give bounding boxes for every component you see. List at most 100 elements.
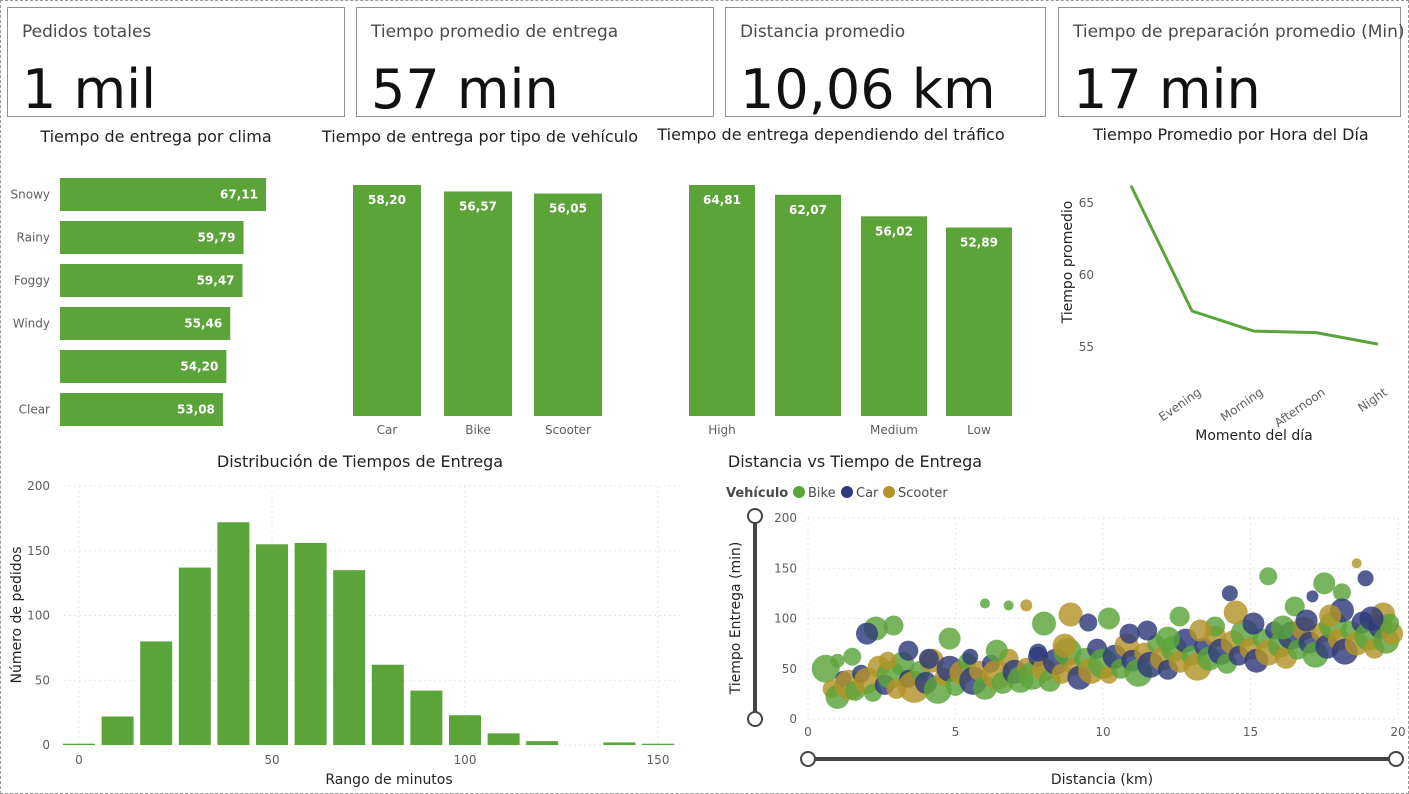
- weather-bar-label: 67,11: [220, 188, 258, 202]
- scatter-point: [1029, 643, 1048, 662]
- hist-bar: [487, 733, 520, 745]
- vehicle-bar: [444, 191, 512, 416]
- hist-y-tick-label: 150: [27, 544, 50, 558]
- traffic-bar: [861, 216, 927, 416]
- hour-x-tick-label: Night: [1355, 385, 1390, 415]
- scatter-point: [1058, 602, 1083, 627]
- vehicle-category-label: Car: [377, 423, 398, 437]
- weather-bar-label: 55,46: [184, 317, 222, 331]
- scatter-legend-marker: [841, 486, 853, 498]
- scatter-point: [1313, 572, 1336, 595]
- traffic-bar-label: 56,02: [875, 224, 913, 238]
- scatter-point: [898, 640, 919, 661]
- hist-bar: [140, 641, 173, 745]
- scatter-point: [918, 648, 939, 669]
- hist-bar: [63, 743, 95, 745]
- scatter-point: [883, 615, 904, 636]
- scatter-y-axis-title: Tiempo Entrega (min): [728, 542, 744, 696]
- traffic-category-label: Medium: [870, 423, 918, 437]
- kpi-card-avg-delivery-time[interactable]: Tiempo promedio de entrega 57 min: [356, 7, 714, 121]
- scatter-x-tick-label: 10: [1095, 725, 1110, 739]
- x-range-slider-handle[interactable]: [800, 751, 816, 767]
- hour-x-tick-label: Afternoon: [1272, 385, 1328, 430]
- scatter-point: [1357, 570, 1374, 587]
- scatter-y-tick-label: 200: [774, 511, 797, 525]
- weather-bar-label: 53,08: [177, 403, 215, 417]
- hist-bar: [410, 690, 443, 745]
- hour-y-tick-label: 55: [1079, 340, 1094, 354]
- kpi-label: Pedidos totales: [22, 22, 152, 42]
- hist-bar: [217, 522, 250, 745]
- kpi-card-avg-distance[interactable]: Distancia promedio 10,06 km: [725, 7, 1046, 121]
- vehicle-bar-label: 58,20: [368, 193, 406, 207]
- scatter-point: [1032, 611, 1056, 636]
- scatter-title: Distancia vs Tiempo de Entrega: [727, 452, 983, 471]
- scatter-point: [843, 647, 862, 666]
- scatter-y-tick-label: 100: [774, 612, 797, 626]
- hour-x-axis-title: Momento del día: [1195, 428, 1312, 444]
- weather-category-label: Rainy: [17, 231, 50, 245]
- scatter-point: [1259, 567, 1278, 586]
- scatter-point: [1306, 590, 1319, 603]
- x-range-slider-handle[interactable]: [1388, 751, 1404, 767]
- hist-bar: [526, 741, 559, 745]
- weather-bar-label: 54,20: [180, 360, 218, 374]
- weather-bar-label: 59,79: [198, 231, 236, 245]
- scatter-point: [1284, 596, 1305, 617]
- kpi-value: 10,06 km: [740, 58, 996, 121]
- scatter-point: [1332, 583, 1351, 602]
- kpi-card-avg-prep-time[interactable]: Tiempo de preparación promedio (Min) 17 …: [1058, 7, 1405, 121]
- hour-y-tick-label: 65: [1079, 196, 1094, 210]
- scatter-point: [980, 598, 990, 609]
- kpi-label: Tiempo promedio de entrega: [371, 22, 619, 42]
- scatter-point: [1119, 623, 1140, 644]
- scatter-point: [1097, 607, 1120, 630]
- traffic-chart-title: Tiempo de entrega dependiendo del tráfic…: [657, 125, 1005, 144]
- scatter-point: [1359, 606, 1384, 631]
- scatter-legend-marker: [883, 486, 895, 498]
- traffic-bar-label: 64,81: [703, 193, 741, 207]
- hour-x-tick-label: Evening: [1156, 385, 1204, 424]
- weather-category-label: Snowy: [11, 188, 50, 202]
- weather-bar: [60, 307, 231, 340]
- scatter-point: [1137, 620, 1158, 641]
- hist-y-tick-label: 200: [27, 479, 50, 493]
- scatter-point: [1319, 604, 1342, 627]
- scatter-legend-title: Vehículo: [726, 486, 788, 501]
- y-range-slider-handle[interactable]: [747, 711, 763, 727]
- hist-y-axis-title: Número de pedidos: [9, 546, 25, 683]
- scatter-point: [1169, 606, 1190, 627]
- vehicle-chart-title: Tiempo de entrega por tipo de vehículo: [321, 127, 639, 146]
- y-range-slider-handle[interactable]: [747, 508, 763, 524]
- scatter-point: [1003, 600, 1014, 611]
- hour-y-tick-label: 60: [1079, 268, 1094, 282]
- traffic-bar-label: 52,89: [960, 235, 998, 249]
- hist-x-tick-label: 0: [75, 753, 83, 767]
- scatter-legend-marker: [793, 486, 805, 498]
- hist-bar: [101, 716, 134, 745]
- kpi-card-total-orders[interactable]: Pedidos totales 1 mil: [7, 7, 345, 121]
- hist-x-axis-title: Rango de minutos: [325, 772, 452, 788]
- vehicle-bar-label: 56,57: [459, 199, 497, 213]
- scatter-point: [1223, 600, 1248, 625]
- hist-x-tick-label: 100: [454, 753, 477, 767]
- kpi-label: Distancia promedio: [740, 22, 906, 42]
- scatter-legend-label: Bike: [808, 486, 836, 501]
- traffic-category-label: Low: [967, 423, 991, 437]
- vehicle-bar-label: 56,05: [549, 202, 587, 216]
- traffic-bar: [775, 194, 841, 416]
- hist-bar: [449, 715, 481, 745]
- hist-bar: [333, 570, 366, 745]
- weather-chart-title: Tiempo de entrega por clima: [40, 127, 272, 146]
- histogram-title: Distribución de Tiempos de Entrega: [216, 452, 504, 471]
- traffic-bar: [689, 185, 755, 416]
- hist-x-tick-label: 50: [264, 753, 279, 767]
- scatter-point: [1379, 613, 1400, 634]
- scatter-point: [1221, 585, 1238, 602]
- scatter-point: [938, 627, 961, 650]
- scatter-legend-label: Car: [856, 486, 879, 501]
- weather-category-label: Clear: [19, 403, 50, 417]
- weather-bar-label: 59,47: [197, 274, 235, 288]
- scatter-y-tick-label: 50: [782, 662, 797, 676]
